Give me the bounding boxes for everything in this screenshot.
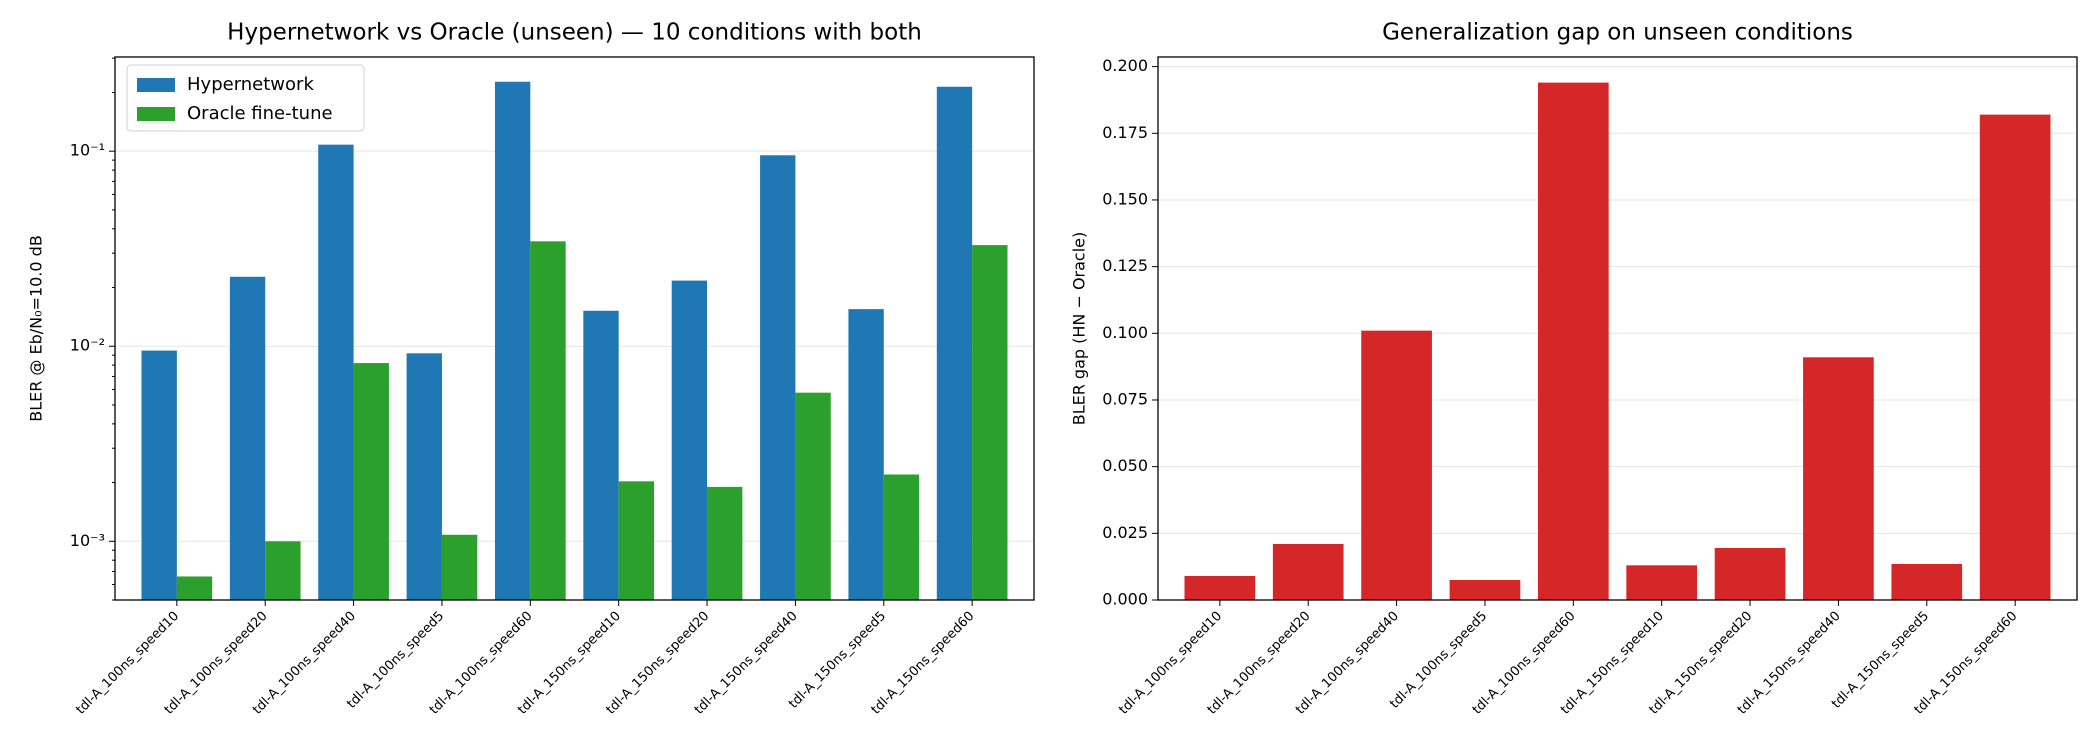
bar bbox=[1184, 575, 1256, 600]
bar bbox=[1449, 579, 1521, 600]
bar bbox=[671, 280, 708, 600]
x-tick-label: tdl-A_100ns_speed5 bbox=[1387, 609, 1490, 712]
x-tick-label: tdl-A_150ns_speed60 bbox=[1912, 609, 2021, 718]
bar bbox=[318, 144, 354, 600]
y-axis-label: BLER gap (HN − Oracle) bbox=[1070, 232, 1089, 426]
bar bbox=[583, 310, 619, 600]
bar bbox=[1891, 563, 1963, 600]
plot-frame bbox=[1157, 56, 2078, 601]
bar bbox=[936, 86, 973, 601]
y-tick-label: 0.025 bbox=[1102, 523, 1148, 542]
x-tick-label: tdl-A_100ns_speed10 bbox=[1116, 609, 1225, 718]
legend: Hypernetwork Oracle fine-tune bbox=[126, 64, 365, 132]
bar bbox=[441, 534, 478, 600]
x-tick-label: tdl-A_150ns_speed40 bbox=[692, 609, 801, 718]
y-tick-label: 0.175 bbox=[1102, 123, 1148, 142]
x-tick-label: tdl-A_150ns_speed20 bbox=[604, 609, 713, 718]
x-tick-label: tdl-A_150ns_speed10 bbox=[515, 609, 624, 718]
x-tick-label: tdl-A_150ns_speed5 bbox=[786, 609, 889, 712]
legend-label: Hypernetwork bbox=[187, 74, 314, 95]
y-tick-label: 0.050 bbox=[1102, 456, 1148, 475]
legend-swatch bbox=[137, 107, 175, 121]
x-tick-label: tdl-A_100ns_speed20 bbox=[1205, 609, 1314, 718]
x-tick-label: tdl-A_150ns_speed20 bbox=[1647, 609, 1756, 718]
bar bbox=[494, 81, 531, 600]
plot-frame bbox=[114, 56, 1035, 601]
y-tick-label: 0.125 bbox=[1102, 256, 1148, 275]
bar bbox=[141, 350, 177, 600]
x-tick-label: tdl-A_150ns_speed40 bbox=[1735, 609, 1844, 718]
bar bbox=[1626, 565, 1698, 600]
bar bbox=[265, 541, 301, 600]
bar bbox=[353, 363, 389, 600]
bar bbox=[406, 353, 442, 600]
x-tick-label: tdl-A_150ns_speed5 bbox=[1829, 609, 1932, 712]
x-tick-label: tdl-A_100ns_speed40 bbox=[1293, 609, 1402, 718]
x-tick-label: tdl-A_100ns_speed5 bbox=[344, 609, 447, 712]
x-tick-label: tdl-A_100ns_speed10 bbox=[73, 609, 182, 718]
bar bbox=[618, 481, 655, 600]
bar bbox=[972, 245, 1008, 600]
bar bbox=[176, 576, 213, 600]
bar bbox=[1361, 330, 1432, 600]
x-tick-label: tdl-A_150ns_speed60 bbox=[869, 609, 978, 718]
bar bbox=[883, 474, 920, 600]
bar bbox=[1714, 547, 1786, 600]
y-tick-label: 0.200 bbox=[1102, 56, 1148, 75]
y-tick-label: 0.150 bbox=[1102, 189, 1148, 208]
bar bbox=[1537, 82, 1609, 600]
chart-title: Generalization gap on unseen conditions bbox=[1382, 20, 1853, 46]
y-tick-label: 0.100 bbox=[1102, 323, 1148, 342]
bar bbox=[848, 309, 884, 600]
bar bbox=[530, 241, 566, 600]
y-tick-label: 0.075 bbox=[1102, 389, 1148, 408]
y-tick-label: 10⁻¹ bbox=[70, 141, 105, 160]
bar bbox=[1979, 114, 2051, 601]
x-tick-label: tdl-A_100ns_speed40 bbox=[250, 609, 359, 718]
bar bbox=[1803, 357, 1874, 600]
bar bbox=[795, 392, 831, 600]
x-tick-label: tdl-A_100ns_speed60 bbox=[1470, 609, 1579, 718]
legend-frame bbox=[126, 64, 365, 132]
y-tick-label: 0.000 bbox=[1102, 590, 1148, 609]
y-tick-label: 10⁻² bbox=[70, 336, 105, 355]
bar bbox=[707, 486, 743, 600]
x-tick-label: tdl-A_150ns_speed10 bbox=[1558, 609, 1667, 718]
legend-label: Oracle fine-tune bbox=[187, 103, 333, 124]
x-tick-label: tdl-A_100ns_speed20 bbox=[162, 609, 271, 718]
y-axis-label: BLER @ Eb/N₀=10.0 dB bbox=[27, 235, 46, 422]
bar bbox=[760, 155, 796, 601]
x-tick-label: tdl-A_100ns_speed60 bbox=[427, 609, 536, 718]
legend-swatch bbox=[137, 78, 175, 92]
bar bbox=[229, 276, 266, 600]
y-tick-label: 10⁻³ bbox=[70, 531, 105, 550]
bar bbox=[1272, 543, 1344, 600]
chart-title: Hypernetwork vs Oracle (unseen) — 10 con… bbox=[227, 20, 922, 46]
